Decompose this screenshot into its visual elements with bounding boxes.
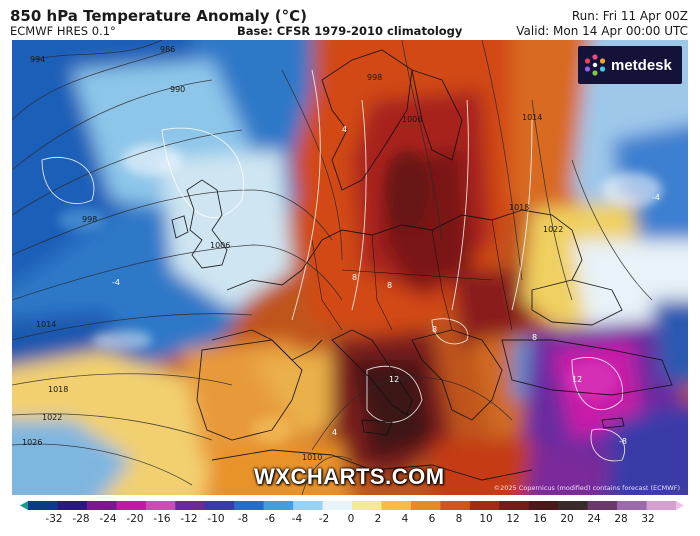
anomaly-label: 12 bbox=[389, 375, 399, 384]
colorbar-tick-label: 12 bbox=[506, 513, 520, 525]
isobar-label: 1014 bbox=[36, 320, 56, 329]
colorbar-segment bbox=[234, 501, 265, 510]
anomaly-label: -4 bbox=[652, 193, 660, 202]
run-time-label: Run: Fri 11 Apr 00Z bbox=[571, 9, 688, 23]
colorbar-tick-label: 28 bbox=[614, 513, 628, 525]
anomaly-label-group: -4 4 8 8 8 12 12 8 4 -8 -4 bbox=[112, 125, 660, 446]
colorbar-strip bbox=[20, 501, 684, 510]
colorbar-tick-label: -4 bbox=[291, 513, 303, 525]
base-climatology-label: Base: CFSR 1979-2010 climatology bbox=[237, 24, 463, 38]
colorbar-tick-label: 16 bbox=[533, 513, 547, 525]
isobar-label: 1022 bbox=[543, 225, 563, 234]
colorbar-tick-label: 4 bbox=[401, 513, 409, 525]
colorbar-tick-label: 2 bbox=[374, 513, 382, 525]
wxcharts-watermark: WXCHARTS.COM bbox=[254, 464, 445, 489]
isobar-label: 986 bbox=[160, 45, 175, 54]
colorbar-tick-label: 8 bbox=[455, 513, 463, 525]
colorbar-segment bbox=[293, 501, 324, 510]
colorbar-right-arrow bbox=[676, 501, 684, 510]
colorbar-segment bbox=[263, 501, 294, 510]
colorbar-tick-label: -10 bbox=[207, 513, 225, 525]
colorbar-segment bbox=[116, 501, 147, 510]
anomaly-label: 4 bbox=[332, 428, 337, 437]
colorbar-tick-label: -12 bbox=[180, 513, 198, 525]
colorbar-segment bbox=[145, 501, 176, 510]
colorbar-segment bbox=[204, 501, 235, 510]
metdesk-logo-icon bbox=[584, 54, 606, 76]
coastlines bbox=[171, 49, 673, 481]
anomaly-map: 986 990 994 998 1006 1014 1018 1022 1026… bbox=[12, 40, 688, 495]
colorbar-left-arrow bbox=[20, 501, 28, 510]
isobar-label: 1018 bbox=[509, 203, 529, 212]
colorbar-tick-label: -20 bbox=[126, 513, 144, 525]
map-canvas: 986 990 994 998 1006 1014 1018 1022 1026… bbox=[12, 40, 688, 495]
isobar-label: 1010 bbox=[302, 453, 322, 462]
colorbar-segment bbox=[587, 501, 618, 510]
colorbar-segment bbox=[381, 501, 412, 510]
chart-header: 850 hPa Temperature Anomaly (°C) ECMWF H… bbox=[0, 0, 700, 40]
colorbar-tick-label: -2 bbox=[318, 513, 330, 525]
colorbar-segment bbox=[499, 501, 530, 510]
colorbar-segment bbox=[617, 501, 648, 510]
anomaly-detail bbox=[58, 144, 662, 444]
anomaly-label: 12 bbox=[572, 375, 582, 384]
colorbar-tick-label: -6 bbox=[264, 513, 276, 525]
colorbar-segment bbox=[352, 501, 383, 510]
isobar-label: 990 bbox=[170, 85, 185, 94]
metdesk-logo-text: metdesk bbox=[611, 56, 672, 74]
colorbar-tick-label: 24 bbox=[587, 513, 601, 525]
colorbar-segment bbox=[558, 501, 589, 510]
isobar-lines bbox=[12, 40, 653, 495]
metdesk-logo: metdesk bbox=[578, 46, 682, 84]
colorbar-segment bbox=[175, 501, 206, 510]
colorbar: -32 -28 -24 -20 -16 -12 -10 -8 -6 -4 -2 0 2 4 6 8 10 12 16… bbox=[0, 497, 700, 536]
anomaly-label: 8 bbox=[352, 273, 357, 282]
colorbar-segment bbox=[440, 501, 471, 510]
anomaly-field bbox=[12, 40, 688, 495]
colorbar-tick-label: 32 bbox=[641, 513, 655, 525]
colorbar-segment bbox=[322, 501, 353, 510]
copyright-note: ©2025 Copernicus (modified) contains for… bbox=[493, 484, 680, 492]
anomaly-label: -4 bbox=[112, 278, 120, 287]
colorbar-ticks: -32 -28 -24 -20 -16 -12 -10 -8 -6 -4 -2 0 2 4 6 8 10 12 16… bbox=[0, 513, 700, 529]
valid-time-label: Valid: Mon 14 Apr 00:00 UTC bbox=[516, 24, 688, 38]
model-label: ECMWF HRES 0.1° bbox=[10, 24, 116, 38]
isobar-label: 1018 bbox=[48, 385, 68, 394]
colorbar-segment bbox=[469, 501, 500, 510]
colorbar-segment bbox=[28, 501, 59, 510]
isobar-label: 998 bbox=[82, 215, 97, 224]
colorbar-tick-label: -8 bbox=[237, 513, 249, 525]
colorbar-tick-label: -16 bbox=[153, 513, 171, 525]
colorbar-tick-label: -28 bbox=[72, 513, 90, 525]
colorbar-tick-label: 6 bbox=[428, 513, 436, 525]
colorbar-tick-label: -32 bbox=[45, 513, 63, 525]
isobar-label: 1006 bbox=[402, 115, 422, 124]
isobar-label: 998 bbox=[367, 73, 382, 82]
colorbar-tick-label: 0 bbox=[347, 513, 355, 525]
isobar-label-group: 986 990 994 998 1006 1014 1018 1022 1026… bbox=[22, 45, 563, 462]
anomaly-label: 8 bbox=[387, 281, 392, 290]
colorbar-tick-label: -24 bbox=[99, 513, 117, 525]
colorbar-segment bbox=[410, 501, 441, 510]
colorbar-segment bbox=[57, 501, 88, 510]
isobar-label: 1014 bbox=[522, 113, 542, 122]
anomaly-label: -8 bbox=[619, 437, 627, 446]
colorbar-segment bbox=[528, 501, 559, 510]
chart-title: 850 hPa Temperature Anomaly (°C) bbox=[10, 7, 307, 25]
anomaly-label: 8 bbox=[432, 325, 437, 334]
colorbar-segment bbox=[86, 501, 117, 510]
anomaly-label: 4 bbox=[342, 125, 347, 134]
isobar-label: 1026 bbox=[22, 438, 42, 447]
colorbar-tick-label: 10 bbox=[479, 513, 493, 525]
isobar-label: 994 bbox=[30, 55, 45, 64]
anomaly-label: 8 bbox=[532, 333, 537, 342]
colorbar-tick-label: 20 bbox=[560, 513, 574, 525]
isobar-label: 1022 bbox=[42, 413, 62, 422]
colorbar-segment bbox=[646, 501, 677, 510]
isobar-label: 1006 bbox=[210, 241, 230, 250]
